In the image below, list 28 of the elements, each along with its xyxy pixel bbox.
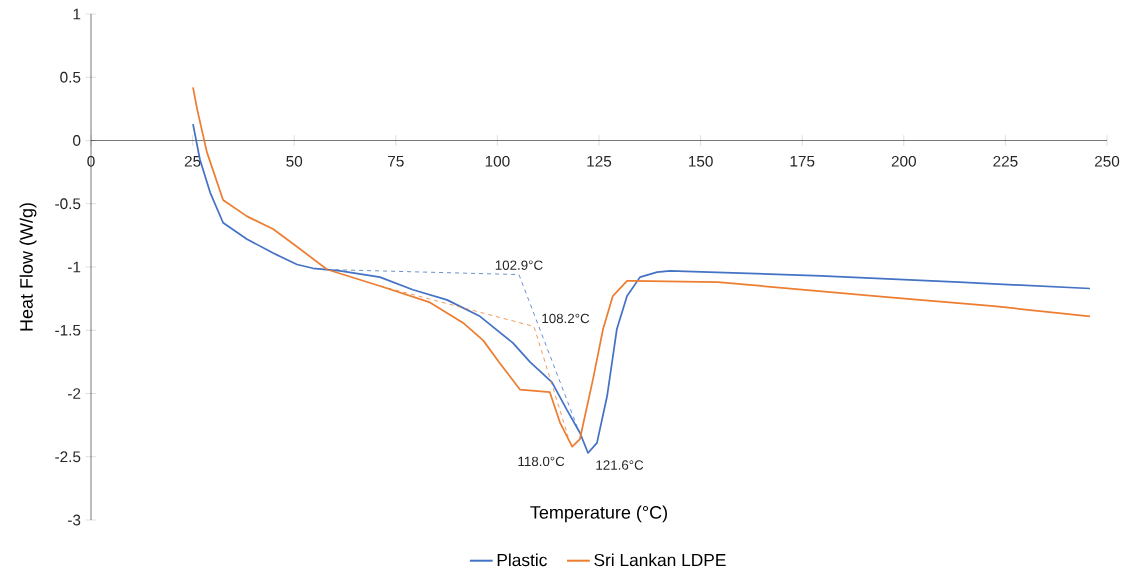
- x-tick-label: 250: [1094, 155, 1120, 167]
- x-tick-label: 200: [891, 155, 916, 167]
- x-tick-label: 125: [587, 155, 612, 167]
- x-tick-label: 75: [388, 155, 404, 167]
- x-axis-title: Temperature (°C): [530, 505, 667, 523]
- annotation: 118.0°C: [518, 456, 565, 467]
- annotation: 121.6°C: [596, 460, 644, 470]
- x-tick-label: 150: [688, 155, 713, 167]
- y-tick-label: 0: [73, 135, 81, 146]
- y-tick-label: -0.5: [55, 198, 81, 210]
- y-tick-label: 0.5: [60, 71, 81, 83]
- annotation: 108.2°C: [542, 313, 590, 324]
- x-tick-label: 25: [184, 155, 201, 167]
- y-tick-label: -3: [68, 514, 81, 526]
- y-tick-label: -1.5: [55, 324, 81, 336]
- x-tick-label: 100: [485, 155, 510, 167]
- y-tick-label: -2.5: [55, 451, 81, 463]
- y-axis-title: Heat Flow (W/g): [19, 203, 37, 331]
- y-tick-label: -2: [68, 388, 81, 399]
- y-tick-label: 1: [73, 8, 81, 20]
- x-tick-label: 50: [286, 155, 303, 167]
- legend-label: Sri Lankan LDPE: [594, 553, 726, 567]
- x-tick-label: 0: [87, 155, 95, 167]
- x-tick-label: 175: [790, 155, 815, 167]
- x-tick-label: 225: [993, 155, 1018, 167]
- legend-label: Plastic: [497, 553, 547, 567]
- y-tick-label: -1: [68, 261, 81, 273]
- annotation: 102.9°C: [495, 260, 543, 270]
